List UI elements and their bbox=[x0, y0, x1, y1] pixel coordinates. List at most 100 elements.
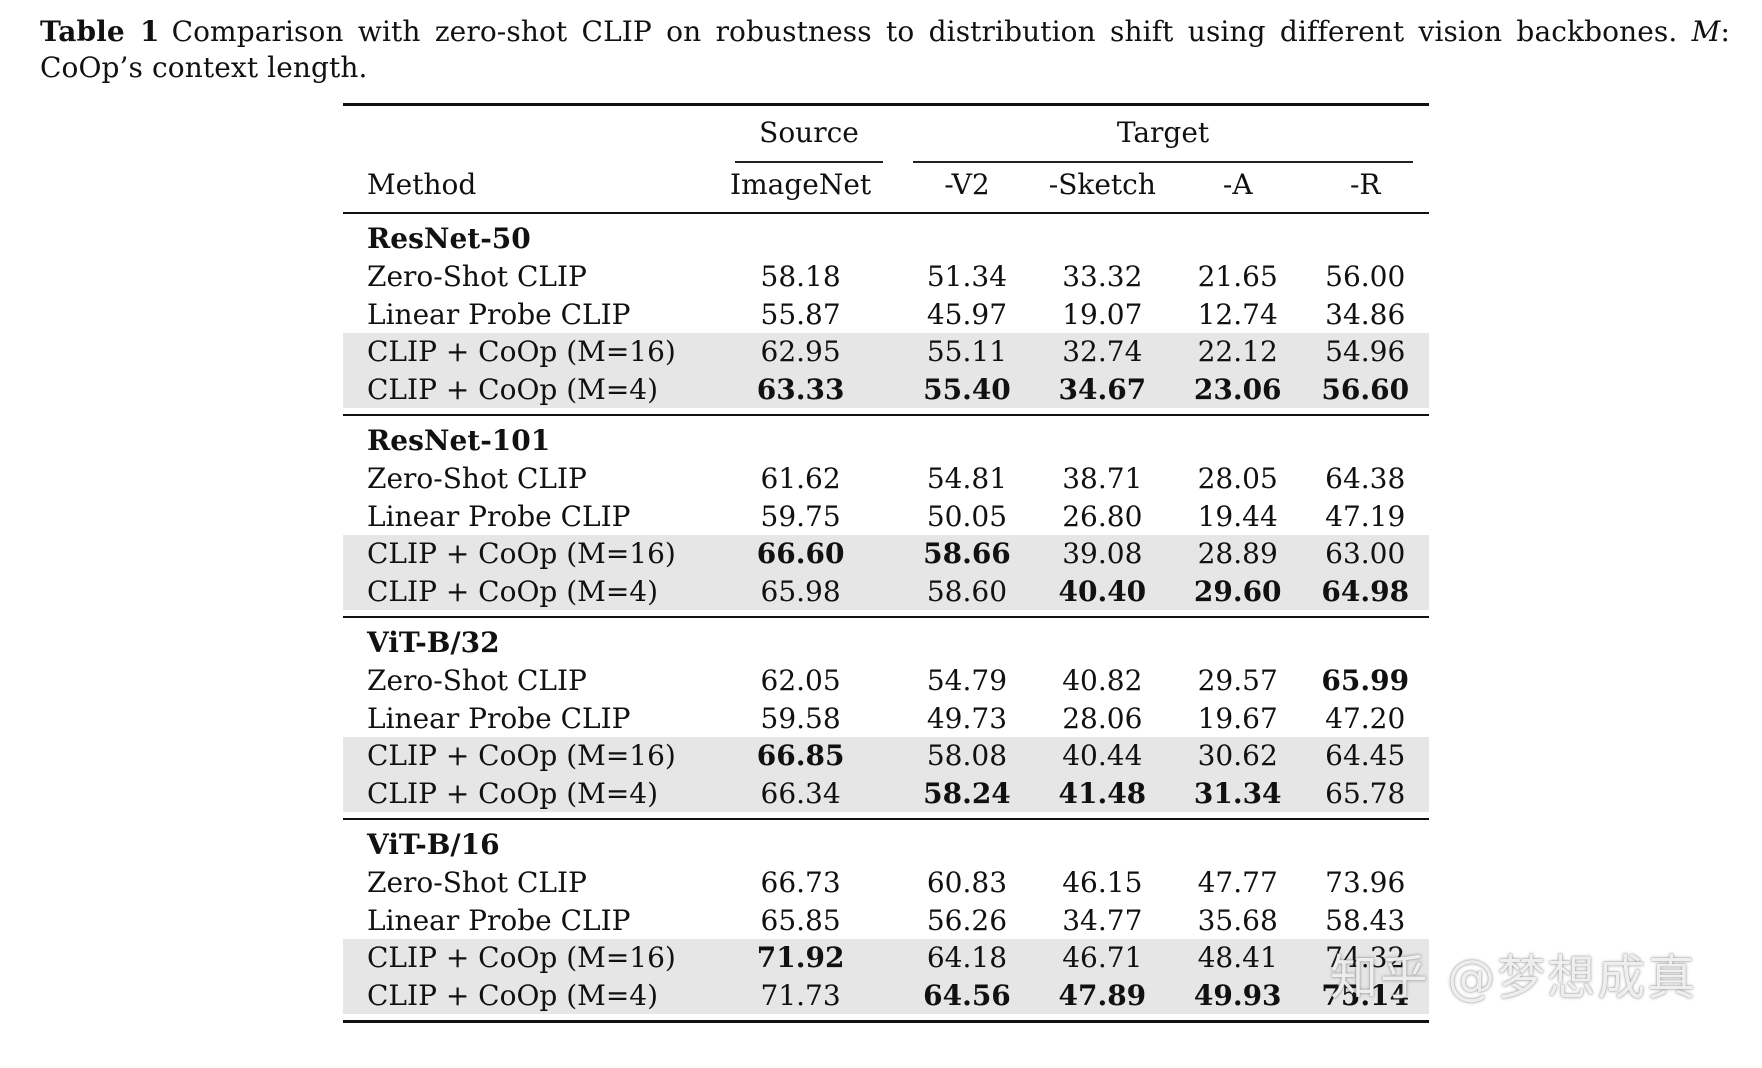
table-row: CLIP + CoOp (M=4) 63.33 55.40 34.67 23.06 56.… bbox=[343, 370, 1429, 408]
value-cell-a: 29.60 bbox=[1193, 574, 1282, 608]
value-cell-imagenet: 66.34 bbox=[760, 776, 841, 810]
value-cell-a: 49.93 bbox=[1193, 978, 1282, 1012]
method-cell: CLIP + CoOp (M=16) bbox=[367, 537, 676, 570]
column-header-a: -A bbox=[1222, 167, 1253, 201]
table-row: Zero-Shot CLIP 58.18 51.34 33.32 21.65 56.00 bbox=[343, 258, 1429, 296]
method-cell: Linear Probe CLIP bbox=[367, 297, 631, 331]
value-cell-sketch: 34.77 bbox=[1062, 903, 1143, 937]
value-cell-r: 64.45 bbox=[1325, 739, 1406, 772]
value-cell-a: 19.44 bbox=[1197, 499, 1278, 533]
value-cell-sketch: 46.71 bbox=[1062, 941, 1143, 974]
value-cell-a: 48.41 bbox=[1197, 941, 1278, 974]
method-cell: Zero-Shot CLIP bbox=[367, 462, 587, 495]
value-cell-v2: 58.60 bbox=[926, 574, 1008, 608]
table-row: Linear Probe CLIP 59.58 49.73 28.06 19.67 47.… bbox=[343, 700, 1429, 738]
value-cell-a: 28.05 bbox=[1197, 462, 1278, 495]
source-group-header: Source bbox=[759, 116, 859, 149]
group-separator-rule bbox=[343, 818, 1429, 820]
value-cell-r: 65.78 bbox=[1325, 776, 1406, 810]
value-cell-r: 56.00 bbox=[1325, 260, 1406, 293]
value-cell-sketch: 40.82 bbox=[1062, 664, 1143, 697]
table-row: Linear Probe CLIP 65.85 56.26 34.77 35.68 58.… bbox=[343, 902, 1429, 940]
table-row: Zero-Shot CLIP 66.73 60.83 46.15 47.77 73.96 bbox=[343, 864, 1429, 902]
value-cell-v2: 58.08 bbox=[926, 739, 1008, 772]
value-cell-sketch: 34.67 bbox=[1058, 372, 1147, 406]
method-cell: CLIP + CoOp (M=16) bbox=[367, 335, 676, 368]
value-cell-a: 28.89 bbox=[1197, 537, 1278, 570]
value-cell-a: 30.62 bbox=[1197, 739, 1278, 772]
value-cell-imagenet: 66.73 bbox=[760, 866, 841, 899]
table-row: Linear Probe CLIP 59.75 50.05 26.80 19.44 47.… bbox=[343, 498, 1429, 536]
value-cell-imagenet: 65.98 bbox=[760, 574, 841, 608]
value-cell-imagenet: 62.95 bbox=[760, 335, 841, 368]
method-cell: Linear Probe CLIP bbox=[367, 701, 631, 735]
value-cell-a: 47.77 bbox=[1197, 866, 1278, 899]
value-cell-a: 35.68 bbox=[1197, 903, 1278, 937]
value-cell-v2: 55.11 bbox=[926, 335, 1008, 368]
table-row: CLIP + CoOp (M=16) 66.60 58.66 39.08 28.89 63… bbox=[343, 535, 1429, 573]
caption-variable: M bbox=[1691, 15, 1721, 48]
group-separator-rule bbox=[343, 414, 1429, 416]
value-cell-sketch: 38.71 bbox=[1062, 462, 1143, 495]
header-rule bbox=[343, 212, 1429, 214]
value-cell-r: 47.19 bbox=[1325, 499, 1406, 533]
backbone-group: ResNet-50 Zero-Shot CLIP 58.18 51.34 33.32 21… bbox=[343, 214, 1429, 408]
value-cell-v2: 54.79 bbox=[926, 664, 1008, 697]
value-cell-v2: 58.24 bbox=[923, 776, 1011, 810]
value-cell-v2: 54.81 bbox=[926, 462, 1008, 495]
table-row: CLIP + CoOp (M=4) 65.98 58.60 40.40 29.60 64.… bbox=[343, 572, 1429, 610]
table-body: ResNet-50 Zero-Shot CLIP 58.18 51.34 33.32 21… bbox=[343, 214, 1429, 1020]
top-rule bbox=[343, 103, 1429, 106]
value-cell-imagenet: 66.85 bbox=[756, 739, 845, 772]
column-header-sketch: -Sketch bbox=[1048, 167, 1156, 201]
value-cell-imagenet: 55.87 bbox=[760, 297, 841, 331]
value-cell-imagenet: 63.33 bbox=[756, 372, 845, 406]
value-cell-v2: 51.34 bbox=[926, 260, 1008, 293]
value-cell-a: 23.06 bbox=[1193, 372, 1282, 406]
method-cell: CLIP + CoOp (M=16) bbox=[367, 941, 676, 974]
header-column-row: Method ImageNet -V2 -Sketch -A -R bbox=[343, 156, 1429, 212]
table-row: CLIP + CoOp (M=16) 66.85 58.08 40.44 30.62 64… bbox=[343, 737, 1429, 775]
value-cell-imagenet: 59.58 bbox=[760, 701, 841, 735]
header-group-row: Source Target bbox=[343, 106, 1429, 163]
value-cell-a: 12.74 bbox=[1197, 297, 1278, 331]
value-cell-imagenet: 58.18 bbox=[760, 260, 841, 293]
value-cell-v2: 50.05 bbox=[926, 499, 1008, 533]
column-header-imagenet: ImageNet bbox=[730, 167, 872, 201]
value-cell-v2: 64.18 bbox=[926, 941, 1008, 974]
table-row: CLIP + CoOp (M=4) 66.34 58.24 41.48 31.34 65.… bbox=[343, 774, 1429, 812]
table-row: CLIP + CoOp (M=16) 62.95 55.11 32.74 22.12 54… bbox=[343, 333, 1429, 371]
value-cell-r: 64.98 bbox=[1321, 574, 1410, 608]
table-caption: Table 1 Comparison with zero-shot CLIP on… bbox=[40, 14, 1730, 86]
value-cell-a: 29.57 bbox=[1197, 664, 1278, 697]
backbone-group: ResNet-101 Zero-Shot CLIP 61.62 54.81 38.71 2… bbox=[343, 416, 1429, 610]
backbone-group: ViT-B/16 Zero-Shot CLIP 66.73 60.83 46.15 47.… bbox=[343, 820, 1429, 1014]
value-cell-imagenet: 59.75 bbox=[760, 499, 841, 533]
method-cell: CLIP + CoOp (M=4) bbox=[367, 372, 659, 406]
value-cell-imagenet: 61.62 bbox=[760, 462, 841, 495]
table-row: Zero-Shot CLIP 61.62 54.81 38.71 28.05 64.38 bbox=[343, 460, 1429, 498]
value-cell-r: 54.96 bbox=[1325, 335, 1406, 368]
column-header-r: -R bbox=[1349, 167, 1381, 201]
value-cell-sketch: 39.08 bbox=[1062, 537, 1143, 570]
value-cell-sketch: 46.15 bbox=[1062, 866, 1143, 899]
value-cell-sketch: 41.48 bbox=[1058, 776, 1147, 810]
value-cell-a: 31.34 bbox=[1193, 776, 1282, 810]
backbone-title: ViT-B/16 bbox=[367, 828, 500, 861]
value-cell-sketch: 26.80 bbox=[1062, 499, 1143, 533]
value-cell-v2: 45.97 bbox=[926, 297, 1008, 331]
value-cell-imagenet: 66.60 bbox=[756, 537, 845, 570]
value-cell-r: 64.38 bbox=[1325, 462, 1406, 495]
value-cell-sketch: 28.06 bbox=[1062, 701, 1143, 735]
value-cell-sketch: 33.32 bbox=[1062, 260, 1143, 293]
value-cell-v2: 64.56 bbox=[923, 978, 1011, 1012]
table-label: Table 1 bbox=[40, 15, 160, 48]
value-cell-r: 34.86 bbox=[1325, 297, 1406, 331]
value-cell-a: 21.65 bbox=[1197, 260, 1278, 293]
value-cell-v2: 58.66 bbox=[923, 537, 1011, 570]
value-cell-r: 65.99 bbox=[1321, 664, 1410, 697]
value-cell-r: 74.32 bbox=[1325, 941, 1406, 974]
backbone-title: ViT-B/32 bbox=[367, 626, 500, 659]
column-header-v2: -V2 bbox=[944, 167, 990, 201]
value-cell-sketch: 47.89 bbox=[1058, 978, 1147, 1012]
